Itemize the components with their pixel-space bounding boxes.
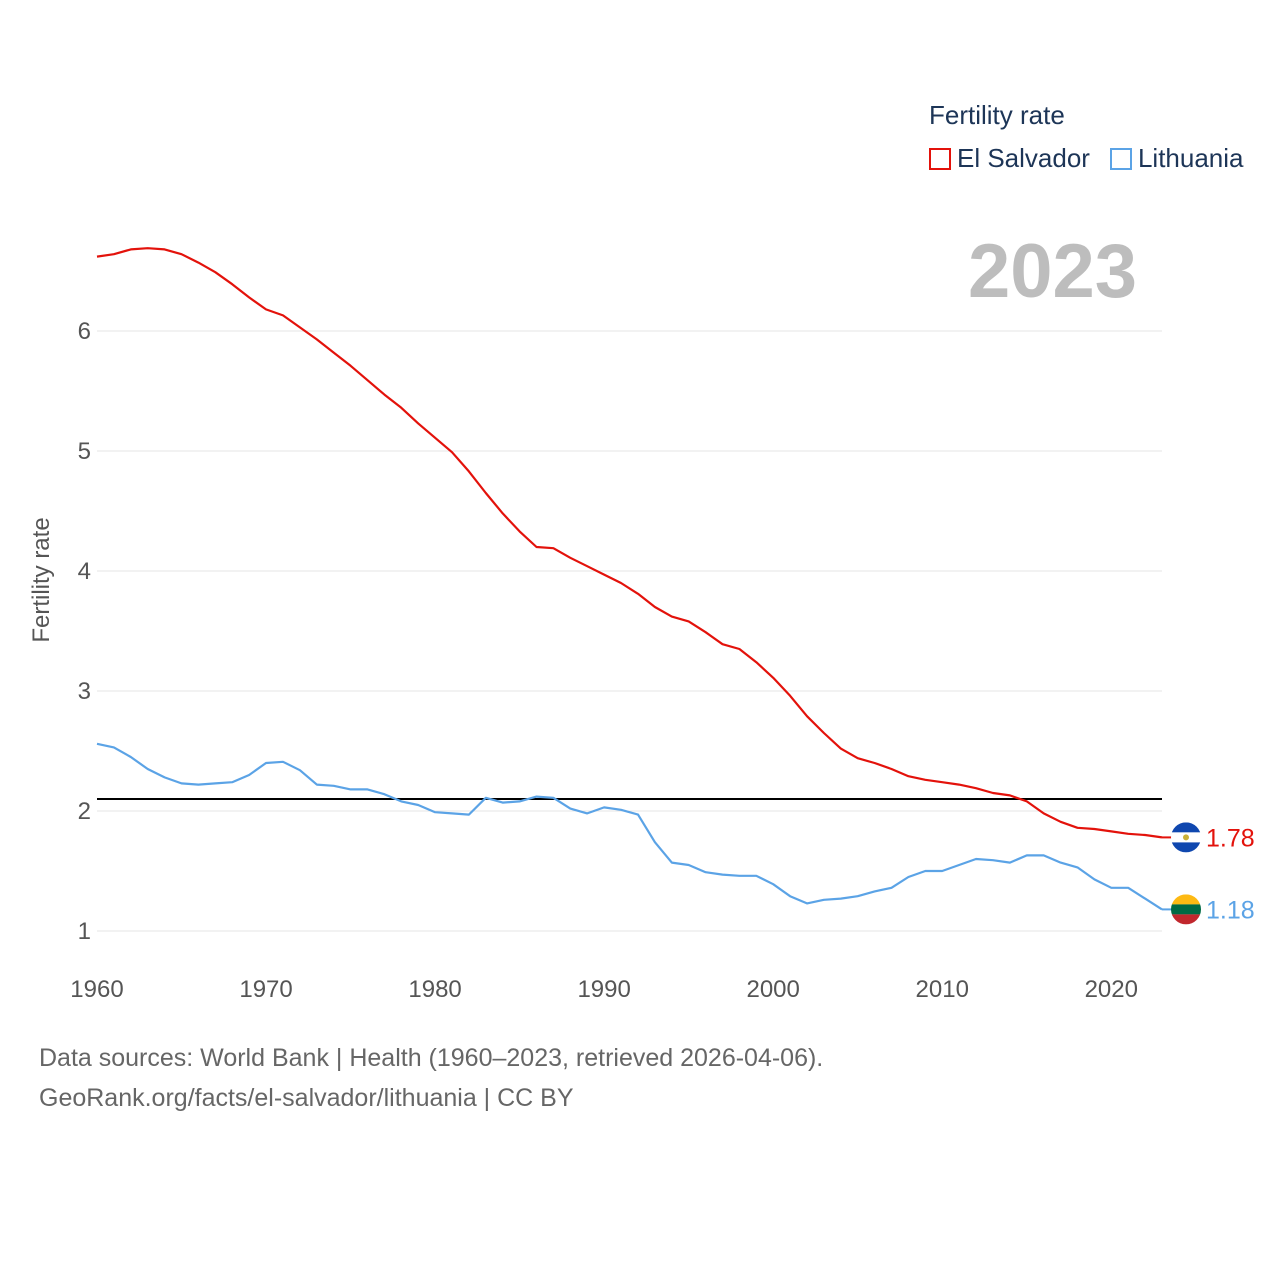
y-tick-label: 4 bbox=[78, 558, 91, 585]
legend: El Salvador Lithuania bbox=[929, 143, 1264, 174]
x-tick-label: 2020 bbox=[1085, 976, 1138, 1003]
x-tick-label: 2010 bbox=[916, 976, 969, 1003]
x-axis-ticks: 1960 1970 1980 1990 2000 2010 2020 bbox=[70, 976, 1138, 1003]
footer-attribution: GeoRank.org/facts/el-salvador/lithuania … bbox=[39, 1084, 574, 1112]
y-axis-label: Fertility rate bbox=[28, 517, 55, 643]
flag-icon-el-salvador bbox=[1171, 822, 1201, 853]
end-value-label-lithuania: 1.18 bbox=[1206, 896, 1255, 924]
flag-band-bottom bbox=[1171, 914, 1201, 925]
x-tick-label: 1990 bbox=[577, 976, 630, 1003]
flag-emblem bbox=[1183, 834, 1189, 841]
series-line-lithuania bbox=[96, 742, 1163, 911]
flag-band-top bbox=[1171, 894, 1201, 905]
gridlines bbox=[97, 330, 1162, 932]
y-axis-ticks: 1 2 3 4 5 6 bbox=[78, 318, 91, 945]
legend-label-lithuania: Lithuania bbox=[1137, 143, 1244, 173]
year-label: 2023 bbox=[968, 229, 1138, 314]
x-tick-label: 2000 bbox=[746, 976, 799, 1003]
end-markers: 1.78 1.18 bbox=[1162, 822, 1255, 925]
y-tick-label: 2 bbox=[78, 798, 91, 825]
y-tick-label: 6 bbox=[78, 318, 91, 345]
x-tick-label: 1980 bbox=[408, 976, 461, 1003]
end-value-label-el-salvador: 1.78 bbox=[1206, 824, 1255, 852]
y-tick-label: 3 bbox=[78, 678, 91, 705]
footer-sources: Data sources: World Bank | Health (1960–… bbox=[39, 1044, 824, 1072]
legend-label-el-salvador: El Salvador bbox=[957, 143, 1090, 173]
y-tick-label: 1 bbox=[78, 918, 91, 945]
legend-swatch-el-salvador bbox=[929, 147, 951, 170]
legend-item-lithuania[interactable]: Lithuania bbox=[1109, 143, 1244, 174]
flag-band-top bbox=[1171, 822, 1201, 833]
legend-swatch-lithuania bbox=[1109, 147, 1132, 170]
legend-title: Fertility rate bbox=[929, 100, 1065, 130]
series-line-el-salvador bbox=[96, 247, 1163, 839]
legend-item-el-salvador[interactable]: El Salvador bbox=[929, 143, 1090, 174]
flag-band-bottom bbox=[1171, 842, 1201, 853]
flag-icon-lithuania bbox=[1171, 894, 1201, 925]
x-tick-label: 1960 bbox=[70, 976, 123, 1003]
flag-band-middle bbox=[1171, 904, 1201, 915]
y-tick-label: 5 bbox=[78, 438, 91, 465]
series-lines bbox=[96, 247, 1163, 911]
x-tick-label: 1970 bbox=[239, 976, 292, 1003]
